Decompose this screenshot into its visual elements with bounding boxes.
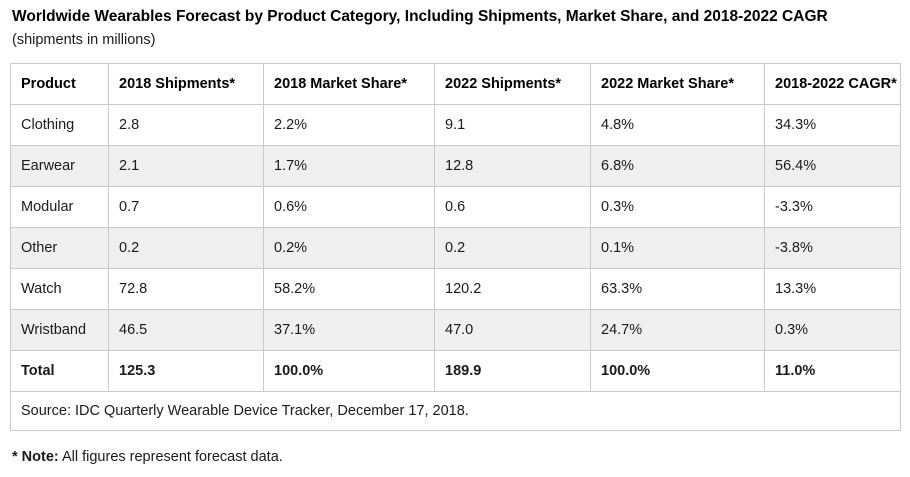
column-header-5: 2018-2022 CAGR* — [764, 63, 901, 105]
value-cell: 9.1 — [434, 104, 591, 146]
value-cell: 189.9 — [434, 350, 591, 392]
value-cell: -3.3% — [764, 186, 901, 228]
table-head: Product 2018 Shipments* 2018 Market Share*… — [10, 63, 901, 105]
page-title: Worldwide Wearables Forecast by Product … — [12, 8, 828, 25]
value-cell: 0.6% — [263, 186, 435, 228]
product-cell: Clothing — [10, 104, 109, 146]
value-cell: 72.8 — [108, 268, 264, 310]
footnote-label: * Note: — [12, 449, 59, 465]
value-cell: 63.3% — [590, 268, 765, 310]
page-subtitle: (shipments in millions) — [12, 32, 156, 48]
footnote-text: All figures represent forecast data. — [58, 449, 283, 465]
value-cell: 34.3% — [764, 104, 901, 146]
value-cell: 24.7% — [590, 309, 765, 351]
product-cell: Watch — [10, 268, 109, 310]
product-cell: Wristband — [10, 309, 109, 351]
table-row: Earwear 2.1 1.7% 12.8 6.8% 56.4% — [10, 145, 901, 187]
value-cell: 6.8% — [590, 145, 765, 187]
total-row: Total 125.3 100.0% 189.9 100.0% 11.0% — [10, 350, 901, 392]
table-row: Other 0.2 0.2% 0.2 0.1% -3.8% — [10, 227, 901, 269]
source-text: Source: IDC Quarterly Wearable Device Tr… — [10, 391, 901, 431]
source-row: Source: IDC Quarterly Wearable Device Tr… — [10, 391, 901, 431]
value-cell: 0.2 — [108, 227, 264, 269]
column-header-4: 2022 Market Share* — [590, 63, 765, 105]
value-cell: 0.3% — [590, 186, 765, 228]
value-cell: 46.5 — [108, 309, 264, 351]
value-cell: 13.3% — [764, 268, 901, 310]
footnote: * Note: All figures represent forecast d… — [10, 431, 900, 467]
value-cell: 1.7% — [263, 145, 435, 187]
product-cell: Total — [10, 350, 109, 392]
value-cell: 120.2 — [434, 268, 591, 310]
table-body: Clothing 2.8 2.2% 9.1 4.8% 34.3% Earwear 2.1 1.7… — [10, 104, 901, 392]
table-row: Clothing 2.8 2.2% 9.1 4.8% 34.3% — [10, 104, 901, 146]
value-cell: 2.8 — [108, 104, 264, 146]
product-cell: Other — [10, 227, 109, 269]
value-cell: 100.0% — [590, 350, 765, 392]
wearables-forecast-table: Product 2018 Shipments* 2018 Market Share*… — [10, 63, 901, 431]
value-cell: 47.0 — [434, 309, 591, 351]
value-cell: 0.2% — [263, 227, 435, 269]
value-cell: -3.8% — [764, 227, 901, 269]
table-row: Modular 0.7 0.6% 0.6 0.3% -3.3% — [10, 186, 901, 228]
value-cell: 37.1% — [263, 309, 435, 351]
product-cell: Earwear — [10, 145, 109, 187]
value-cell: 12.8 — [434, 145, 591, 187]
value-cell: 56.4% — [764, 145, 901, 187]
value-cell: 2.1 — [108, 145, 264, 187]
value-cell: 125.3 — [108, 350, 264, 392]
product-cell: Modular — [10, 186, 109, 228]
value-cell: 0.1% — [590, 227, 765, 269]
value-cell: 0.2 — [434, 227, 591, 269]
column-header-product: Product — [10, 63, 109, 105]
value-cell: 58.2% — [263, 268, 435, 310]
table-row: Wristband 46.5 37.1% 47.0 24.7% 0.3% — [10, 309, 901, 351]
value-cell: 0.7 — [108, 186, 264, 228]
page: Worldwide Wearables Forecast by Product … — [10, 8, 901, 467]
column-header-3: 2022 Shipments* — [434, 63, 591, 105]
value-cell: 11.0% — [764, 350, 901, 392]
column-header-2: 2018 Market Share* — [263, 63, 435, 105]
table-row: Watch 72.8 58.2% 120.2 63.3% 13.3% — [10, 268, 901, 310]
value-cell: 0.6 — [434, 186, 591, 228]
value-cell: 2.2% — [263, 104, 435, 146]
table-header-row: Product 2018 Shipments* 2018 Market Share*… — [10, 63, 901, 105]
column-header-1: 2018 Shipments* — [108, 63, 264, 105]
value-cell: 4.8% — [590, 104, 765, 146]
table-foot: Source: IDC Quarterly Wearable Device Tr… — [10, 391, 901, 431]
value-cell: 0.3% — [764, 309, 901, 351]
value-cell: 100.0% — [263, 350, 435, 392]
